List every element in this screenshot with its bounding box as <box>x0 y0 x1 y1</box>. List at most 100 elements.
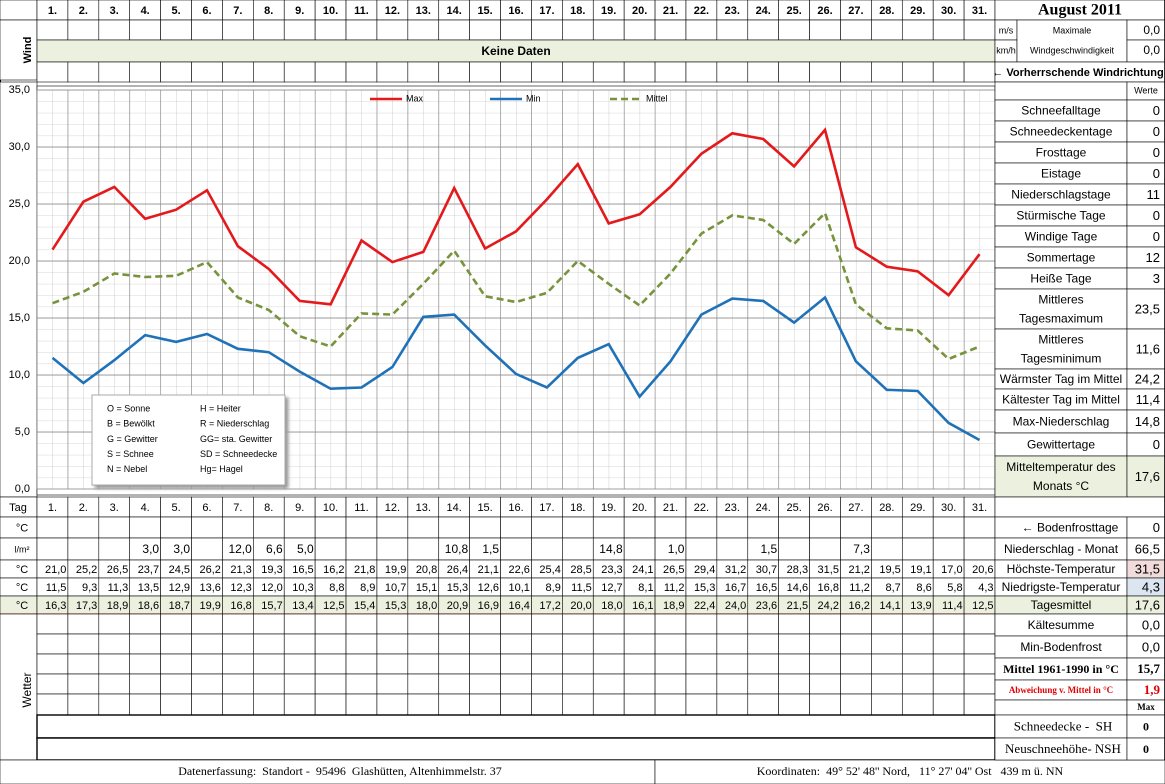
cell <box>963 673 996 695</box>
cell <box>283 61 316 83</box>
value: 5,0 <box>297 542 314 556</box>
cell <box>345 61 378 83</box>
day-header: 9. <box>295 5 304 17</box>
cell <box>67 653 100 675</box>
cell <box>407 673 440 695</box>
cell <box>500 693 532 716</box>
cell <box>500 653 532 675</box>
cell <box>314 613 347 635</box>
day-label: 11. <box>354 502 368 514</box>
cell <box>531 61 563 83</box>
cell <box>654 633 687 655</box>
cell <box>98 61 131 83</box>
weather-legend-item: GG= sta. Gewitter <box>200 434 272 444</box>
value: 16,4 <box>509 600 530 612</box>
cell <box>191 61 223 83</box>
cell <box>407 613 440 635</box>
cell <box>716 673 749 695</box>
cell <box>500 613 532 635</box>
day-label: 28. <box>879 502 894 514</box>
cell <box>0 0 38 21</box>
cell <box>1126 328 1165 370</box>
cell <box>191 19 223 41</box>
day-header: 19. <box>601 5 616 17</box>
cell <box>314 633 347 655</box>
cell <box>469 516 501 539</box>
cell <box>500 61 532 83</box>
cell <box>222 653 254 675</box>
cell <box>778 19 810 41</box>
day-label: 22. <box>694 502 709 514</box>
cell <box>191 653 223 675</box>
cell <box>592 653 625 675</box>
cell <box>191 537 223 561</box>
cell <box>623 613 656 635</box>
cell <box>592 19 625 41</box>
stat-label: Mittel 1961-1990 in °C <box>1003 662 1119 676</box>
cell <box>283 653 316 675</box>
stat-value: 1,9 <box>1144 682 1161 697</box>
cell <box>283 693 316 716</box>
value: 25,4 <box>539 564 560 576</box>
day-header: 4. <box>141 5 150 17</box>
cell <box>314 537 347 561</box>
y-tick-label: 35,0 <box>9 84 30 96</box>
cell <box>994 328 1128 370</box>
cell <box>901 537 934 561</box>
y-tick-label: 0,0 <box>15 483 30 495</box>
value: 10,8 <box>445 542 469 556</box>
cell <box>654 653 687 675</box>
day-header: 6. <box>202 5 211 17</box>
value: 21,0 <box>45 564 66 576</box>
y-tick-label: 25,0 <box>9 198 30 210</box>
cell <box>778 516 810 539</box>
legend-label: Min <box>526 93 541 103</box>
value: 20,9 <box>447 600 468 612</box>
day-header: 7. <box>233 5 242 17</box>
snow-value: 0 <box>1143 719 1149 733</box>
cell <box>67 537 100 561</box>
cell <box>191 673 223 695</box>
cell <box>963 516 996 539</box>
cell <box>932 613 965 635</box>
row-label: °C <box>16 564 28 576</box>
cell <box>1016 19 1128 63</box>
cell <box>376 61 409 83</box>
weather-legend-item: S = Schnee <box>107 449 154 459</box>
cell <box>809 516 841 539</box>
weather-legend-item: G = Gewitter <box>107 434 158 444</box>
row-label: l/m² <box>15 544 30 554</box>
value: 18,7 <box>169 600 190 612</box>
cell <box>778 693 810 716</box>
cell <box>438 693 470 716</box>
value: 8,8 <box>329 582 344 594</box>
cell <box>716 19 749 41</box>
cell <box>994 288 1128 330</box>
y-tick-label: 30,0 <box>9 141 30 153</box>
snow-value: 0 <box>1143 742 1149 756</box>
stat-label: Mittleres <box>1038 293 1083 307</box>
cell <box>654 693 687 716</box>
cell <box>314 693 347 716</box>
cell <box>345 613 378 635</box>
y-tick-label: 15,0 <box>9 312 30 324</box>
value: 18,9 <box>663 600 684 612</box>
cell <box>438 61 470 83</box>
stat-value: 0,0 <box>1142 639 1160 654</box>
value: 26,2 <box>199 564 220 576</box>
stat-label: Wärmster Tag im Mittel <box>1000 372 1122 386</box>
stat-label: Schneefalltage <box>1021 104 1101 118</box>
day-label: 12. <box>385 502 400 514</box>
cell <box>531 537 563 561</box>
cell <box>36 673 69 695</box>
stat-label: ← Bodenfrosttage <box>1022 521 1119 535</box>
cell <box>345 673 378 695</box>
snow-box <box>36 714 996 739</box>
value: 16,5 <box>292 564 313 576</box>
cell <box>36 693 69 716</box>
cell <box>345 19 378 41</box>
stat-label: Niedrigste-Temperatur <box>1002 580 1121 594</box>
value: 17,0 <box>941 564 962 576</box>
value: 14,8 <box>599 542 623 556</box>
value: 13,9 <box>910 600 931 612</box>
